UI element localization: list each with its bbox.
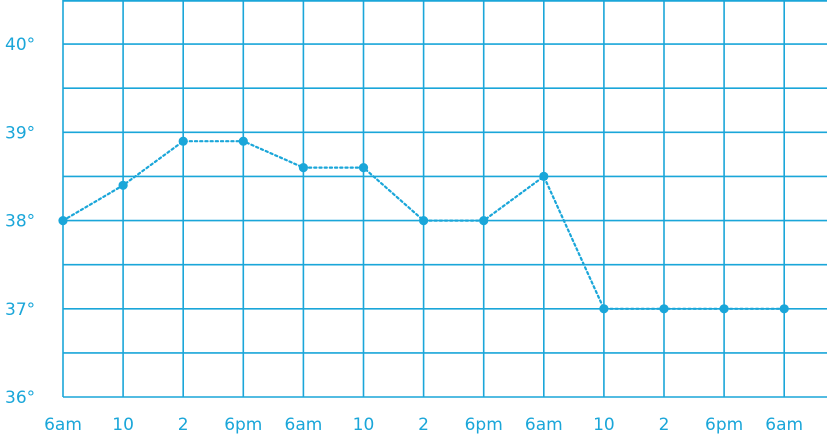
x-tick-label: 2 [178, 415, 189, 434]
data-point [178, 136, 188, 146]
x-tick-label: 10 [112, 415, 134, 434]
y-tick-label: 36° [5, 388, 35, 408]
data-point [58, 216, 68, 226]
x-tick-label: 6am [765, 415, 803, 434]
data-point [118, 180, 128, 190]
x-tick-label: 6pm [224, 415, 262, 434]
y-tick-label: 37° [5, 300, 35, 320]
data-point [298, 163, 308, 173]
y-tick-label: 39° [5, 123, 35, 143]
y-tick-label: 38° [5, 212, 35, 232]
x-tick-label: 10 [593, 415, 615, 434]
x-tick-label: 6am [525, 415, 563, 434]
data-point [539, 171, 549, 181]
data-points [58, 136, 789, 314]
x-tick-labels: 6am 10 2 6pm 6am 10 2 6pm 6am 10 2 6pm 6am [44, 415, 803, 434]
x-tick-label: 2 [659, 415, 670, 434]
data-point [779, 304, 789, 314]
grid [62, 0, 827, 398]
y-tick-labels: 36° 37° 38° 39° 40° [5, 35, 35, 408]
data-point [358, 163, 369, 173]
x-tick-label: 6am [44, 415, 82, 434]
data-point [599, 304, 609, 314]
y-tick-label: 40° [5, 35, 35, 55]
x-tick-label: 6pm [465, 415, 503, 434]
data-point [719, 304, 729, 314]
x-tick-label: 6am [285, 415, 323, 434]
data-point [659, 304, 669, 314]
data-point [238, 136, 248, 146]
data-point [479, 216, 489, 226]
x-tick-label: 2 [418, 415, 429, 434]
data-point [419, 216, 429, 226]
x-tick-label: 6pm [705, 415, 743, 434]
x-tick-label: 10 [353, 415, 375, 434]
